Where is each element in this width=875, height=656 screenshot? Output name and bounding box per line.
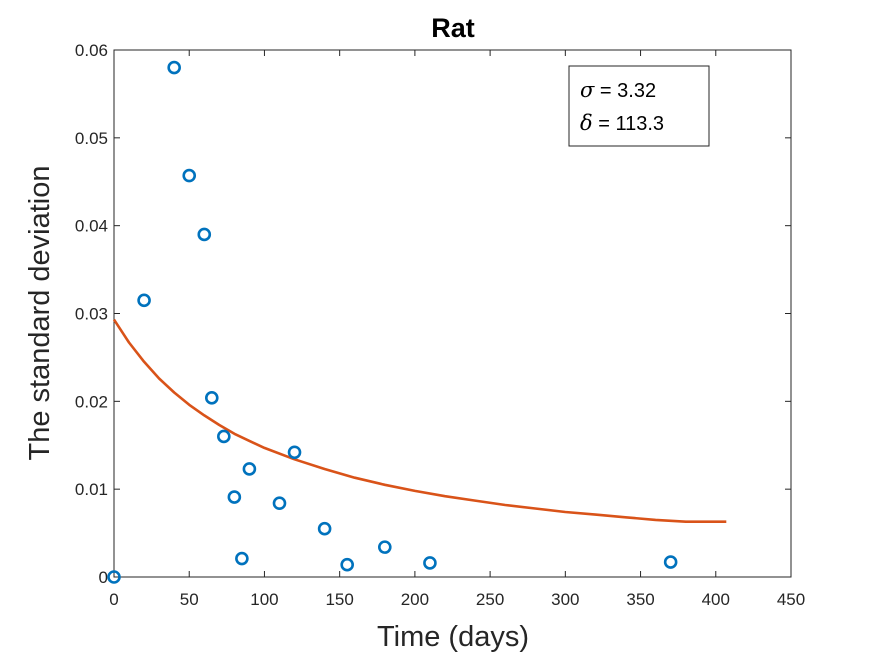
legend-entry-delta: δ = 113.3 xyxy=(580,111,664,135)
x-tick-label: 150 xyxy=(325,590,353,609)
data-point xyxy=(167,60,181,75)
y-tick-label: 0 xyxy=(99,568,108,587)
data-point xyxy=(197,227,212,242)
fit-curve-layer xyxy=(112,318,727,523)
x-tick-label: 250 xyxy=(476,590,504,609)
y-axis-label: The standard deviation xyxy=(24,165,56,460)
delta-value: = 113.3 xyxy=(593,113,664,135)
delta-symbol: δ xyxy=(580,111,593,135)
data-point xyxy=(377,540,392,554)
fit-curve-line xyxy=(112,318,727,523)
data-point xyxy=(235,551,249,566)
data-point xyxy=(182,168,197,183)
x-tick-label: 0 xyxy=(109,590,118,609)
legend-entry-sigma: σ = 3.32 xyxy=(580,78,656,102)
data-point xyxy=(340,557,354,572)
chart-title: Rat xyxy=(431,13,475,43)
data-point xyxy=(663,555,678,569)
data-point xyxy=(217,429,231,444)
legend-box: σ = 3.32 δ = 113.3 xyxy=(568,65,710,147)
x-tick-label: 350 xyxy=(626,590,654,609)
data-points-layer xyxy=(107,60,678,584)
data-point xyxy=(317,521,332,536)
x-tick-label: 200 xyxy=(401,590,429,609)
sigma-value: = 3.32 xyxy=(594,80,656,102)
sigma-symbol: σ xyxy=(580,78,595,102)
x-axis-label: Time (days) xyxy=(377,621,529,653)
x-tick-label: 400 xyxy=(702,590,730,609)
y-axis-ticks: 0 0.01 0.02 0.03 0.04 0.05 0.06 xyxy=(75,41,791,587)
y-tick-label: 0.06 xyxy=(75,41,108,60)
data-point xyxy=(423,556,437,570)
data-point xyxy=(204,391,219,405)
x-tick-label: 300 xyxy=(551,590,579,609)
data-point xyxy=(287,445,302,460)
data-point xyxy=(137,293,151,308)
data-point xyxy=(227,490,242,504)
y-tick-label: 0.04 xyxy=(75,217,108,236)
data-point xyxy=(242,462,257,476)
x-tick-label: 50 xyxy=(180,590,199,609)
y-tick-label: 0.05 xyxy=(75,129,108,148)
data-point xyxy=(107,570,121,584)
data-point xyxy=(272,496,287,511)
x-tick-label: 100 xyxy=(250,590,278,609)
x-axis-ticks: 0 50 100 150 200 250 300 350 400 450 xyxy=(109,50,805,609)
x-tick-label: 450 xyxy=(777,590,805,609)
y-tick-label: 0.02 xyxy=(75,392,108,411)
y-tick-label: 0.01 xyxy=(75,480,108,499)
y-tick-label: 0.03 xyxy=(75,305,108,324)
